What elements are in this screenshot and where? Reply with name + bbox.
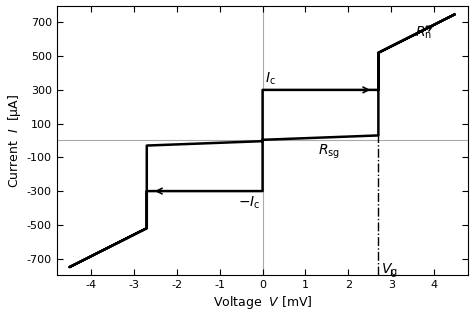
Text: $R_\mathrm{sg}$: $R_\mathrm{sg}$: [319, 142, 340, 161]
Text: $I_\mathrm{c}$: $I_\mathrm{c}$: [264, 70, 275, 87]
Text: $-I_\mathrm{c}$: $-I_\mathrm{c}$: [238, 194, 260, 211]
X-axis label: Voltage  $V$ [mV]: Voltage $V$ [mV]: [213, 294, 312, 311]
Y-axis label: Current  $I$  [μA]: Current $I$ [μA]: [6, 94, 23, 188]
Text: $R_\mathrm{n}$: $R_\mathrm{n}$: [415, 24, 432, 41]
Text: $V_\mathrm{g}$: $V_\mathrm{g}$: [382, 261, 398, 280]
